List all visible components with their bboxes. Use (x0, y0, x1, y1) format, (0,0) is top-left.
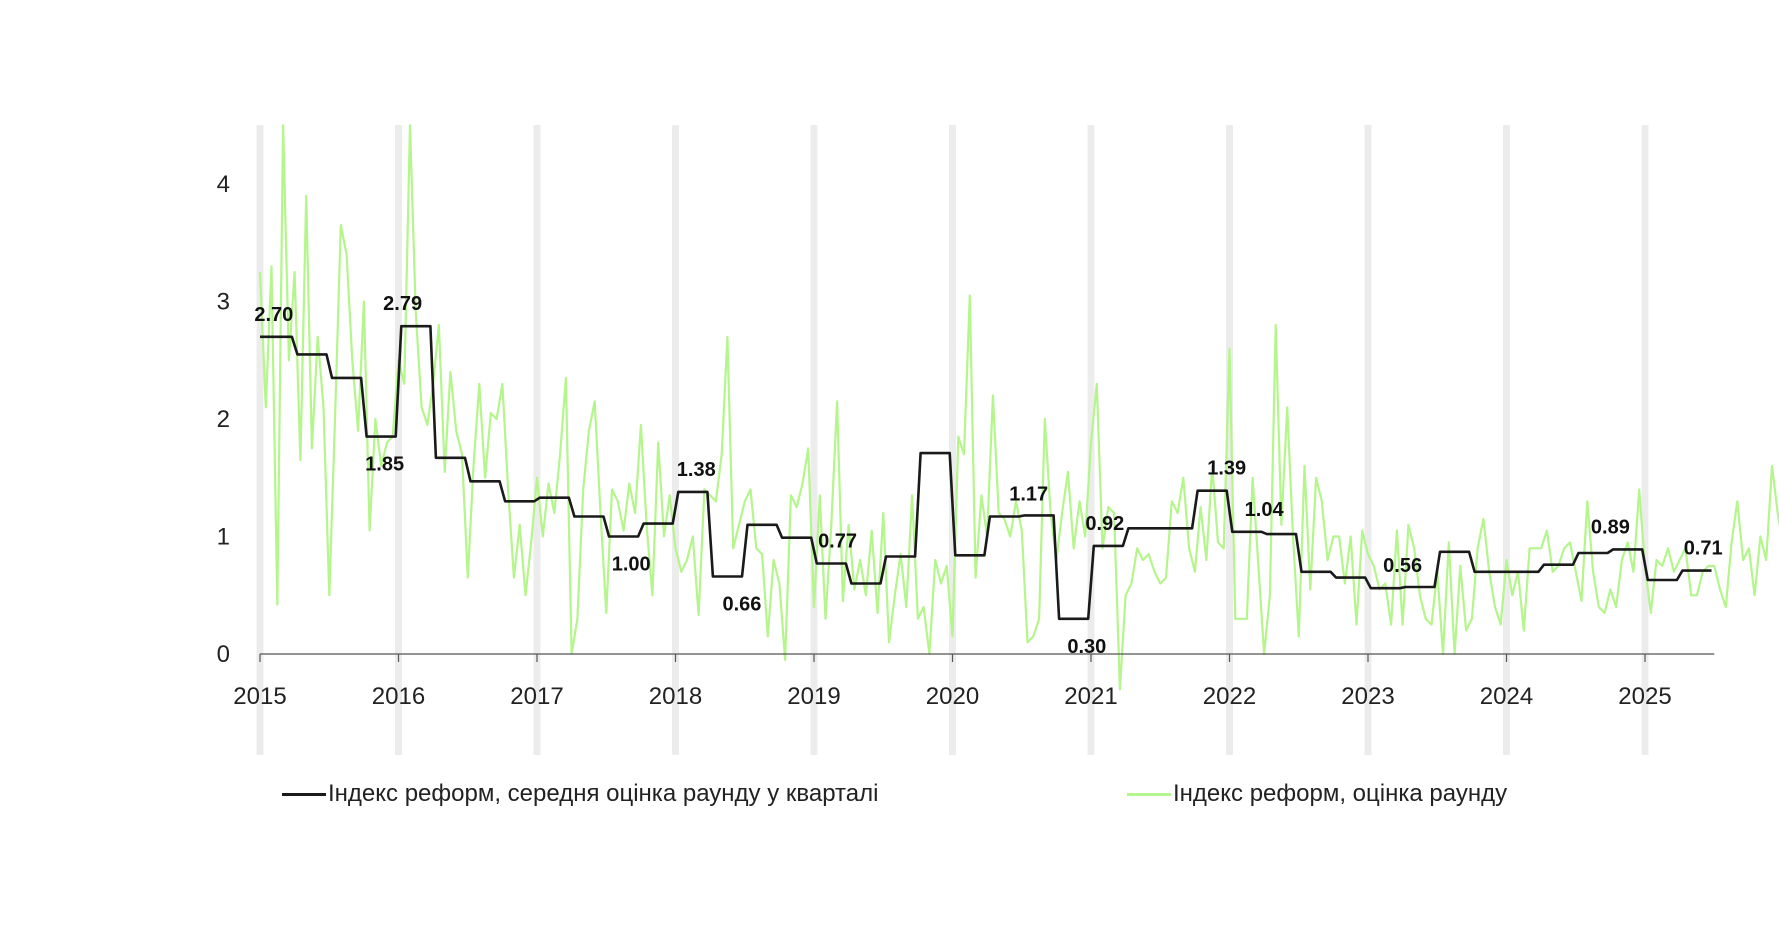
year-band-2017 (533, 125, 541, 755)
y-tick-label-3: 3 (217, 289, 230, 316)
data-labels: 2.70 1.85 2.79 1.00 1.38 0.66 0.77 1.17 0.30 0.92… (254, 293, 1722, 658)
data-label: 0.66 (723, 593, 762, 615)
x-tick-label-2015: 2015 (233, 683, 286, 710)
x-tick-label-2020: 2020 (926, 683, 979, 710)
x-tick-label-2018: 2018 (649, 683, 702, 710)
data-label: 0.89 (1591, 516, 1630, 538)
y-tick-label-4: 4 (217, 171, 230, 198)
legend-item-quarterly: Індекс реформ, середня оцінка раунду у к… (282, 780, 878, 808)
x-tick-label-2024: 2024 (1480, 683, 1533, 710)
legend-item-round: Індекс реформ, оцінка раунду (1127, 780, 1507, 808)
data-label: 0.56 (1383, 555, 1422, 577)
data-label: 0.71 (1684, 538, 1723, 560)
x-tick-label-2016: 2016 (372, 683, 425, 710)
year-band-2015 (256, 125, 264, 755)
x-axis-ticks: 2015 2016 2017 2018 2019 2020 2021 2022 2023 2024… (233, 683, 1671, 710)
x-tick-label-2019: 2019 (787, 683, 840, 710)
data-label: 1.39 (1207, 458, 1246, 480)
legend-label-quarterly: Індекс реформ, середня оцінка раунду у к… (328, 780, 879, 807)
legend-label-round: Індекс реформ, оцінка раунду (1173, 780, 1508, 807)
x-tick-label-2023: 2023 (1341, 683, 1394, 710)
year-band-2025 (1641, 125, 1649, 755)
x-axis (259, 653, 1715, 662)
y-axis-ticks: 0 1 2 3 4 (217, 171, 230, 668)
data-label: 0.92 (1085, 513, 1124, 535)
data-label: 0.77 (818, 531, 857, 553)
data-label: 1.85 (365, 454, 404, 476)
legend-swatch-round (1127, 792, 1171, 796)
data-label: 2.79 (383, 293, 422, 315)
y-tick-label-1: 1 (217, 524, 230, 551)
year-band-2020 (949, 125, 956, 755)
year-band-2019 (810, 125, 818, 755)
data-label: 1.04 (1245, 499, 1285, 521)
year-band-2023 (1364, 125, 1372, 755)
x-tick-label-2022: 2022 (1203, 683, 1256, 710)
x-tick-label-2017: 2017 (510, 683, 563, 710)
quarterly-series-line (260, 324, 1712, 621)
year-band-2018 (672, 125, 679, 755)
y-tick-label-0: 0 (217, 641, 230, 668)
data-label: 1.17 (1009, 484, 1048, 506)
data-label: 0.30 (1067, 636, 1106, 658)
data-label: 2.70 (254, 304, 293, 326)
round-series-line (258, 124, 1779, 691)
x-tick-label-2021: 2021 (1064, 683, 1117, 710)
year-band-2022 (1226, 125, 1233, 755)
legend-swatch-quarterly (282, 792, 326, 796)
year-band-2024 (1503, 125, 1510, 755)
x-tick-label-2025: 2025 (1618, 683, 1671, 710)
round-series-layer (258, 124, 1779, 691)
data-label: 1.38 (677, 459, 716, 481)
year-band-2016 (395, 125, 402, 755)
data-label: 1.00 (612, 554, 651, 576)
y-tick-label-2: 2 (217, 406, 230, 433)
quarterly-series-layer (260, 324, 1712, 621)
